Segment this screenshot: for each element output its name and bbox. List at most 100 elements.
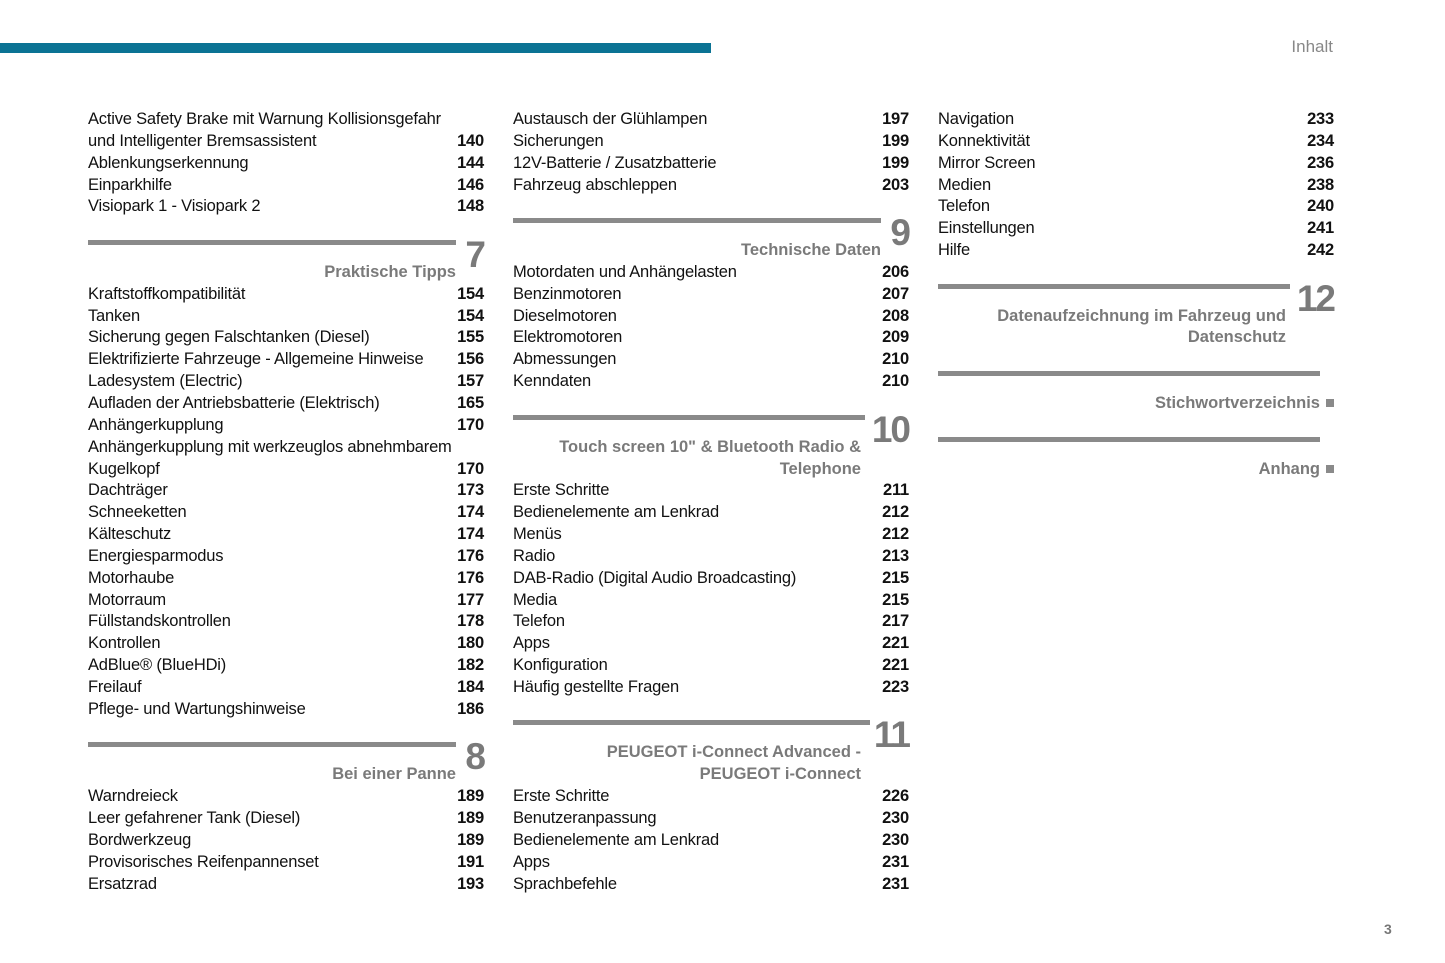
section-title[interactable]: Bei einer Panne: [332, 765, 456, 784]
toc-entry[interactable]: Medien 238: [938, 175, 1334, 197]
toc-entry[interactable]: Sprachbefehle 231: [513, 874, 909, 896]
toc-entry[interactable]: Häufig gestellte Fragen 223: [513, 677, 909, 699]
section-title[interactable]: PEUGEOT i-Connect: [699, 765, 861, 784]
entry-title[interactable]: Aufladen der Antriebsbatterie (Elektrisc…: [88, 393, 380, 412]
entry-title[interactable]: Kraftstoffkompatibilität: [88, 284, 246, 303]
entry-title[interactable]: Sicherung gegen Falschtanken (Diesel): [88, 328, 370, 347]
toc-entry[interactable]: Elektrifizierte Fahrzeuge - Allgemeine H…: [88, 349, 484, 371]
toc-entry[interactable]: Benzinmotoren 207: [513, 284, 909, 306]
entry-title[interactable]: Konnektivität: [938, 131, 1030, 150]
section-header[interactable]: Technische Daten 9: [513, 213, 911, 262]
toc-entry[interactable]: DAB-Radio (Digital Audio Broadcasting) 21…: [513, 568, 909, 590]
toc-entry[interactable]: Motorhaube 176: [88, 568, 484, 590]
entry-title[interactable]: Tanken: [88, 306, 141, 325]
entry-title[interactable]: Active Safety Brake mit Warnung Kollisio…: [88, 110, 441, 128]
entry-title[interactable]: Visiopark 1 - Visiopark 2: [88, 197, 261, 216]
toc-entry[interactable]: Erste Schritte 226: [513, 786, 909, 808]
entry-title[interactable]: Sicherungen: [513, 131, 604, 150]
toc-entry[interactable]: Navigation 233: [938, 109, 1334, 131]
entry-title[interactable]: Einparkhilfe: [88, 175, 172, 194]
entry-title[interactable]: DAB-Radio (Digital Audio Broadcasting): [513, 568, 797, 587]
entry-title[interactable]: Mirror Screen: [938, 153, 1036, 172]
toc-entry[interactable]: Dachträger 173: [88, 480, 484, 502]
toc-entry[interactable]: Radio 213: [513, 546, 909, 568]
entry-title[interactable]: Anhängerkupplung mit werkzeuglos abnehmb…: [88, 437, 452, 456]
toc-entry[interactable]: Menüs 212: [513, 524, 909, 546]
entry-title[interactable]: Energiesparmodus: [88, 546, 224, 565]
section-header[interactable]: Stichwortverzeichnis: [938, 370, 1334, 415]
section-header[interactable]: Anhang: [938, 436, 1334, 481]
toc-entry[interactable]: Anhängerkupplung 170: [88, 415, 484, 437]
entry-title[interactable]: Ablenkungserkennung: [88, 153, 249, 172]
toc-entry[interactable]: Ablenkungserkennung 144: [88, 153, 484, 175]
section-title[interactable]: Praktische Tipps: [324, 262, 456, 281]
entry-title[interactable]: Hilfe: [938, 241, 971, 260]
entry-title[interactable]: Medien: [938, 175, 991, 194]
entry-title[interactable]: Menüs: [513, 525, 562, 544]
entry-title[interactable]: Pflege- und Wartungshinweise: [88, 699, 306, 718]
toc-entry[interactable]: Konnektivität 234: [938, 131, 1334, 153]
toc-entry[interactable]: AdBlue® (BlueHDi) 182: [88, 655, 484, 677]
entry-title[interactable]: Provisorisches Reifenpannenset: [88, 852, 319, 871]
toc-entry[interactable]: Ladesystem (Electric) 157: [88, 371, 484, 393]
entry-title[interactable]: Ersatzrad: [88, 874, 157, 893]
entry-title[interactable]: Bordwerkzeug: [88, 830, 192, 849]
toc-entry[interactable]: Einparkhilfe 146: [88, 175, 484, 197]
entry-title[interactable]: Motorraum: [88, 590, 166, 609]
entry-title[interactable]: Einstellungen: [938, 219, 1035, 238]
section-header[interactable]: Datenschutz: [938, 327, 1334, 349]
entry-title[interactable]: Leer gefahrener Tank (Diesel): [88, 809, 301, 827]
toc-entry[interactable]: Energiesparmodus 176: [88, 546, 484, 568]
entry-title[interactable]: 12V-Batterie / Zusatzbatterie: [513, 153, 717, 172]
toc-entry[interactable]: Elektromotoren 209: [513, 327, 909, 349]
entry-title[interactable]: Telefon: [938, 197, 990, 216]
toc-entry[interactable]: Motordaten und Anhängelasten 206: [513, 262, 909, 284]
toc-entry[interactable]: Abmessungen 210: [513, 349, 909, 371]
toc-entry[interactable]: Warndreieck 189: [88, 786, 484, 808]
entry-title[interactable]: und Intelligenter Bremsassistent: [88, 131, 317, 150]
entry-title[interactable]: Dachträger: [88, 481, 168, 500]
section-title[interactable]: Datenschutz: [1187, 328, 1286, 347]
entry-title[interactable]: Telefon: [513, 612, 565, 631]
toc-entry[interactable]: Sicherung gegen Falschtanken (Diesel) 155: [88, 327, 484, 349]
entry-title[interactable]: Häufig gestellte Fragen: [513, 677, 679, 696]
toc-entry[interactable]: Füllstandskontrollen 178: [88, 611, 484, 633]
toc-entry[interactable]: Kälteschutz 174: [88, 524, 484, 546]
toc-entry[interactable]: Provisorisches Reifenpannenset 191: [88, 852, 484, 874]
toc-entry[interactable]: 12V-Batterie / Zusatzbatterie 199: [513, 153, 909, 175]
toc-entry[interactable]: Telefon 240: [938, 196, 1334, 218]
section-header[interactable]: Telephone: [513, 459, 909, 481]
toc-entry[interactable]: Dieselmotoren 208: [513, 306, 909, 328]
toc-entry[interactable]: Tanken 154: [88, 306, 484, 328]
entry-title[interactable]: Benutzeranpassung: [513, 809, 657, 827]
toc-entry[interactable]: Media 215: [513, 590, 909, 612]
entry-title[interactable]: Radio: [513, 546, 556, 565]
toc-entry[interactable]: Anhängerkupplung mit werkzeuglos abnehmb…: [88, 437, 484, 459]
entry-title[interactable]: Apps: [513, 852, 550, 871]
entry-title[interactable]: Sprachbefehle: [513, 874, 617, 893]
toc-entry[interactable]: Kraftstoffkompatibilität 154: [88, 284, 484, 306]
toc-entry[interactable]: Pflege- und Wartungshinweise 186: [88, 699, 484, 721]
section-header[interactable]: Touch screen 10" & Bluetooth Radio & 10: [513, 409, 911, 459]
toc-entry[interactable]: Kenndaten 210: [513, 371, 909, 393]
section-title[interactable]: Telephone: [779, 459, 861, 478]
entry-title[interactable]: Freilauf: [88, 677, 142, 696]
entry-title[interactable]: Anhängerkupplung: [88, 415, 224, 434]
entry-title[interactable]: Media: [513, 590, 557, 609]
entry-title[interactable]: Erste Schritte: [513, 787, 610, 806]
entry-title[interactable]: Kenndaten: [513, 372, 592, 391]
entry-title[interactable]: Bedienelemente am Lenkrad: [513, 503, 719, 522]
toc-entry[interactable]: Kontrollen 180: [88, 633, 484, 655]
toc-entry[interactable]: Bordwerkzeug 189: [88, 830, 484, 852]
toc-entry[interactable]: Motorraum 177: [88, 590, 484, 612]
entry-title[interactable]: Motordaten und Anhängelasten: [513, 262, 737, 281]
entry-title[interactable]: Abmessungen: [513, 350, 617, 369]
section-header[interactable]: Datenaufzeichnung im Fahrzeug und 12: [938, 278, 1336, 328]
toc-entry[interactable]: Fahrzeug abschleppen 203: [513, 175, 909, 197]
section-title[interactable]: Stichwortverzeichnis: [1154, 393, 1320, 412]
toc-entry[interactable]: Visiopark 1 - Visiopark 2 148: [88, 196, 484, 218]
section-header[interactable]: Praktische Tipps 7: [88, 234, 486, 284]
section-title[interactable]: Datenaufzeichnung im Fahrzeug und: [997, 306, 1286, 325]
entry-title[interactable]: Kugelkopf: [88, 459, 160, 478]
toc-entry[interactable]: Ersatzrad 193: [88, 874, 484, 896]
